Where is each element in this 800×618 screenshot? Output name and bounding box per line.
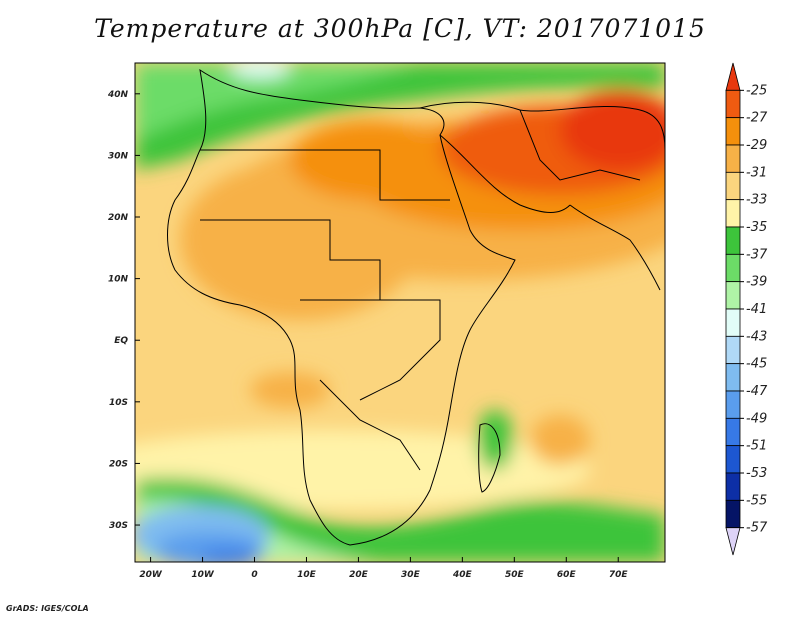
colorbar-label: -49 bbox=[746, 411, 767, 426]
y-tick-label: 20N bbox=[108, 213, 129, 223]
colorbar-swatch bbox=[725, 417, 741, 447]
y-tick-label: 10N bbox=[108, 275, 129, 285]
colorbar-label: -47 bbox=[746, 384, 768, 399]
colorbar-label: -57 bbox=[746, 521, 768, 536]
x-tick-label: 30E bbox=[401, 570, 421, 580]
x-tick-label: 20W bbox=[139, 570, 163, 580]
x-tick-label: 20E bbox=[349, 570, 369, 580]
x-tick-label: 0 bbox=[251, 570, 257, 580]
x-tick-label: 70E bbox=[609, 570, 629, 580]
x-tick-label: 10W bbox=[191, 570, 215, 580]
x-axis-ticks: 20W 10W 0 10E 20E 30E 40E 50E 60E 70E bbox=[139, 557, 628, 580]
colorbar-arrow-bottom bbox=[725, 527, 741, 556]
colorbar-swatch bbox=[725, 89, 741, 119]
y-tick-label: 20S bbox=[109, 459, 128, 469]
colorbar-label: -25 bbox=[746, 83, 767, 98]
colorbar-label: -43 bbox=[746, 329, 767, 344]
colorbar-label: -55 bbox=[746, 493, 767, 508]
colorbar-swatch bbox=[725, 253, 741, 283]
colorbar-label: -27 bbox=[746, 111, 768, 126]
colorbar-label: -33 bbox=[746, 193, 767, 208]
colorbar-label: -41 bbox=[746, 302, 767, 317]
colorbar-swatch bbox=[725, 226, 741, 255]
temperature-field bbox=[135, 63, 665, 562]
x-tick-label: 40E bbox=[452, 570, 473, 580]
colorbar-arrow-top bbox=[725, 62, 741, 91]
y-tick-label: EQ bbox=[114, 336, 128, 346]
colorbar-swatch bbox=[725, 199, 741, 228]
x-tick-label: 50E bbox=[505, 570, 525, 580]
colorbar-swatch bbox=[725, 144, 741, 173]
y-tick-label: 30S bbox=[109, 521, 128, 531]
colorbar-swatch bbox=[725, 335, 741, 365]
y-tick-label: 40N bbox=[107, 90, 129, 100]
y-tick-label: 30N bbox=[108, 151, 129, 161]
colorbar-swatch bbox=[725, 281, 741, 310]
colorbar-label: -53 bbox=[746, 466, 767, 481]
colorbar-label: -29 bbox=[746, 138, 767, 153]
colorbar-label: -35 bbox=[746, 220, 767, 235]
colorbar: -25 -27 -29 -31 -33 -35 -37 -39 -41 -43 -45 -47 -49 -… bbox=[725, 62, 768, 556]
colorbar-label: -39 bbox=[746, 275, 767, 290]
y-axis-ticks: 40N 30N 20N 10N EQ 10S 20S 30S bbox=[107, 90, 140, 531]
map-title: Temperature at 300hPa [C], VT: 201707101… bbox=[94, 14, 706, 43]
colorbar-swatch bbox=[725, 445, 741, 474]
colorbar-label: -45 bbox=[746, 357, 767, 372]
colorbar-swatch bbox=[725, 363, 741, 392]
colorbar-label: -51 bbox=[746, 439, 767, 454]
colorbar-swatch bbox=[725, 472, 741, 501]
colorbar-swatch bbox=[725, 117, 741, 146]
colorbar-swatch bbox=[725, 308, 741, 337]
colorbar-label: -37 bbox=[746, 247, 768, 262]
x-tick-label: 60E bbox=[557, 570, 577, 580]
map-frame bbox=[134, 62, 666, 563]
coastlines bbox=[167, 68, 665, 546]
colorbar-swatch bbox=[725, 390, 741, 419]
footer-credit: GrADS: IGES/COLA bbox=[6, 604, 89, 613]
x-tick-label: 10E bbox=[297, 570, 317, 580]
colorbar-swatch bbox=[725, 171, 741, 201]
colorbar-label: -31 bbox=[746, 165, 767, 180]
y-tick-label: 10S bbox=[109, 398, 128, 408]
colorbar-swatch bbox=[725, 499, 741, 529]
